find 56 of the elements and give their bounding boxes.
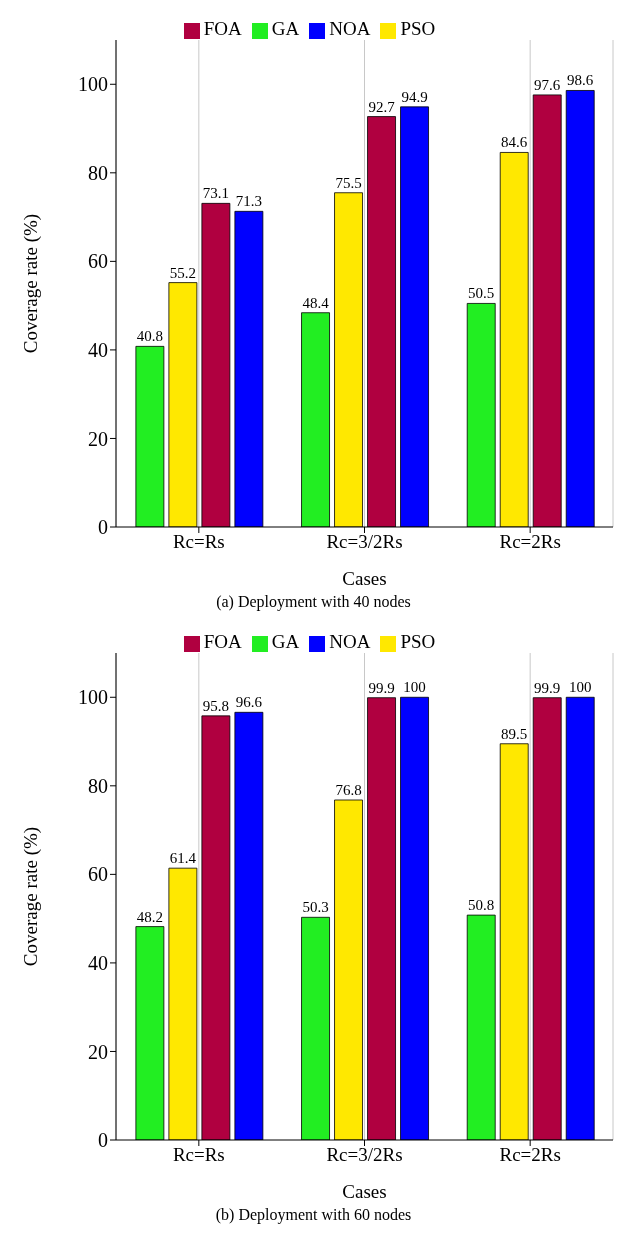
data-label: 98.6 xyxy=(567,72,594,89)
x-tick-label: Rc=Rs xyxy=(172,1144,225,1166)
y-tick-label: 100 xyxy=(78,73,108,96)
data-label: 50.3 xyxy=(302,899,329,916)
data-label: 75.5 xyxy=(335,174,362,191)
data-label: 97.6 xyxy=(534,76,561,93)
data-label: 100 xyxy=(568,679,592,696)
y-tick-label: 80 xyxy=(88,161,108,184)
data-label: 96.6 xyxy=(235,694,263,711)
legend-label: GA xyxy=(271,631,300,652)
data-label: 40.8 xyxy=(136,328,164,345)
legend-label: NOA xyxy=(329,631,371,652)
data-label: 89.5 xyxy=(501,725,528,742)
data-label: 50.8 xyxy=(468,897,495,914)
y-tick-label: 0 xyxy=(98,1129,108,1152)
y-tick-label: 0 xyxy=(98,516,108,539)
data-label: 71.3 xyxy=(235,193,263,210)
x-tick-label: Rc=Rs xyxy=(172,531,225,553)
x-tick-label: Rc=3/2Rs xyxy=(326,531,403,553)
legend-label: FOA xyxy=(203,631,242,652)
data-label: 94.9 xyxy=(401,88,428,105)
data-label: 55.2 xyxy=(169,264,197,281)
y-tick-label: 40 xyxy=(88,952,108,975)
data-label: 76.8 xyxy=(335,781,362,798)
y-tick-label: 60 xyxy=(88,863,108,886)
y-tick-label: 80 xyxy=(88,774,108,797)
text: (a) Deployment with 40 nodes xyxy=(215,593,412,613)
text: (b) Deployment with 60 nodes xyxy=(214,1206,413,1226)
data-label: 73.1 xyxy=(202,185,230,202)
y-tick-label: 100 xyxy=(78,686,108,709)
legend-label: NOA xyxy=(329,18,371,39)
y-tick-label: 20 xyxy=(88,1040,108,1063)
data-label: 48.4 xyxy=(302,294,330,311)
y-axis-title: Coverage rate (%) xyxy=(19,826,42,967)
legend-label: GA xyxy=(271,18,300,39)
data-label: 84.6 xyxy=(501,134,528,151)
y-tick-label: 40 xyxy=(88,339,108,362)
data-label: 99.9 xyxy=(534,679,561,696)
data-label: 95.8 xyxy=(202,697,230,714)
legend-label: PSO xyxy=(400,631,436,652)
y-axis-title: Coverage rate (%) xyxy=(19,213,42,354)
legend-label: PSO xyxy=(400,18,436,39)
x-axis-title: Cases xyxy=(342,568,387,589)
data-label: 61.4 xyxy=(169,850,197,867)
data-label: 92.7 xyxy=(368,98,396,115)
y-tick-label: 20 xyxy=(88,427,108,450)
x-tick-label: Rc=2Rs xyxy=(499,531,561,553)
x-tick-label: Rc=3/2Rs xyxy=(326,1144,403,1166)
y-tick-label: 60 xyxy=(88,250,108,273)
data-label: 99.9 xyxy=(368,679,395,696)
data-label: 100 xyxy=(403,679,426,696)
data-label: 48.2 xyxy=(136,908,164,925)
data-label: 50.5 xyxy=(468,285,495,302)
legend-label: FOA xyxy=(203,18,242,39)
x-axis-title: Cases xyxy=(342,1181,387,1202)
x-tick-label: Rc=2Rs xyxy=(499,1144,561,1166)
